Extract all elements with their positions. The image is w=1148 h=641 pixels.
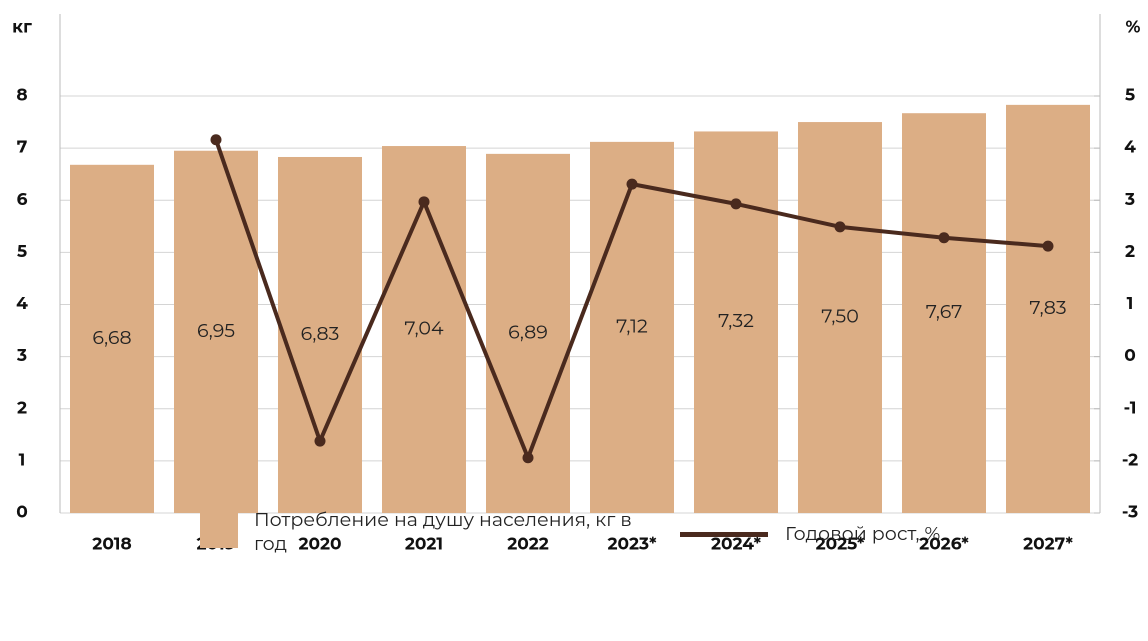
value-label: 7,83	[1029, 296, 1066, 319]
value-label: 6,95	[197, 319, 235, 342]
y-tick-label: 3	[16, 346, 27, 366]
legend-label: Потребление на душу населения, кг в год	[254, 508, 632, 555]
y-tick-label: 5	[17, 242, 27, 262]
y2-tick-label: -2	[1122, 450, 1138, 470]
value-label: 7,50	[821, 305, 859, 328]
x-tick-label: 2021	[405, 535, 443, 555]
line-point	[730, 198, 742, 210]
line-point	[418, 196, 430, 208]
value-label: 7,04	[404, 317, 444, 340]
y2-tick-label: 3	[1124, 190, 1135, 210]
x-tick-label: 2024*	[711, 535, 762, 555]
y-tick-label: 8	[16, 86, 27, 106]
x-tick-label: 2018	[92, 535, 131, 555]
value-label: 6,68	[92, 326, 131, 349]
value-label: 7,67	[926, 300, 963, 323]
legend-label: Годовой рост, %	[785, 522, 941, 545]
y-tick-label: 6	[17, 190, 28, 210]
value-label: 6,89	[508, 320, 548, 343]
x-tick-label: 2026*	[919, 535, 969, 555]
x-tick-label: 2022	[507, 535, 549, 555]
line-point	[938, 232, 950, 244]
value-label: 7,32	[718, 309, 754, 332]
y2-tick-label: -3	[1122, 503, 1138, 523]
y-tick-label: 2	[17, 398, 27, 418]
bar	[70, 164, 154, 513]
bar	[694, 131, 778, 513]
x-tick-label: 2020	[298, 535, 341, 555]
bar	[174, 150, 258, 513]
line-point	[314, 435, 326, 447]
y-tick-label: 4	[16, 294, 28, 314]
line-point	[834, 221, 846, 233]
bar	[798, 122, 882, 513]
y2-tick-label: -1	[1124, 398, 1137, 418]
bar	[902, 113, 986, 514]
y2-tick-label: 4	[1124, 138, 1136, 158]
value-label: 6,83	[301, 322, 340, 345]
bar	[590, 141, 674, 513]
x-tick-label: 2025*	[816, 535, 865, 555]
line-point	[522, 452, 534, 464]
line-point	[1042, 240, 1054, 252]
y-tick-label: 1	[19, 450, 26, 470]
y-axis-label: кг	[12, 18, 32, 38]
legend-line	[680, 532, 768, 537]
line-point	[626, 178, 638, 190]
legend-swatch	[200, 512, 238, 548]
y2-tick-label: 5	[1125, 86, 1135, 106]
line-point	[210, 134, 222, 146]
y2-axis-label: %	[1126, 18, 1141, 38]
y2-tick-label: 0	[1124, 346, 1136, 366]
y2-tick-label: 1	[1127, 294, 1134, 314]
bar	[1006, 104, 1090, 513]
value-label: 7,12	[616, 314, 648, 337]
x-tick-label: 2027*	[1023, 535, 1073, 555]
y2-tick-label: 2	[1125, 242, 1135, 262]
x-tick-label: 2023*	[608, 535, 658, 555]
bar	[278, 156, 362, 513]
y-tick-label: 0	[16, 503, 28, 523]
y-tick-label: 7	[17, 138, 28, 158]
